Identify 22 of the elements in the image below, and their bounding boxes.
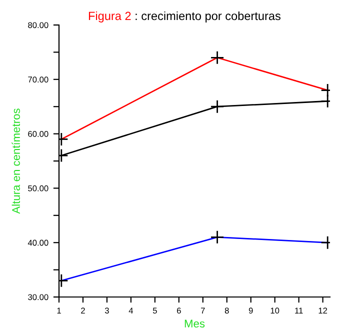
x-tick-label: 6	[177, 308, 181, 314]
y-tick-label: 60.00	[28, 131, 48, 137]
x-tick-label: 2	[81, 308, 85, 314]
x-tick-label: 9	[248, 308, 253, 314]
x-tick-label: 1	[57, 308, 61, 314]
x-tick-label: 10	[270, 308, 280, 314]
x-tick-label: 5	[152, 308, 157, 314]
x-tick-label: 12	[318, 308, 328, 314]
y-tick-label: 50.00	[28, 185, 48, 192]
y-axis-title: Altura en centímetros	[12, 108, 20, 214]
y-tick-label: 40.00	[28, 240, 48, 246]
x-tick-label: 3	[104, 308, 109, 314]
x-axis-title: Mes	[184, 320, 205, 328]
x-tick-label: 8	[224, 308, 229, 314]
x-tick-label: 11	[295, 308, 303, 314]
x-tick-label: 7	[201, 308, 205, 314]
y-tick-label: 30.00	[28, 294, 48, 300]
y-tick-label: 70.00	[28, 76, 48, 82]
chart-subtitle: : crecimiento por coberturas	[136, 11, 280, 22]
y-tick-label: 80.00	[28, 22, 48, 28]
chart-title: Figura 2	[88, 11, 131, 22]
x-tick-label: 4	[128, 308, 134, 314]
